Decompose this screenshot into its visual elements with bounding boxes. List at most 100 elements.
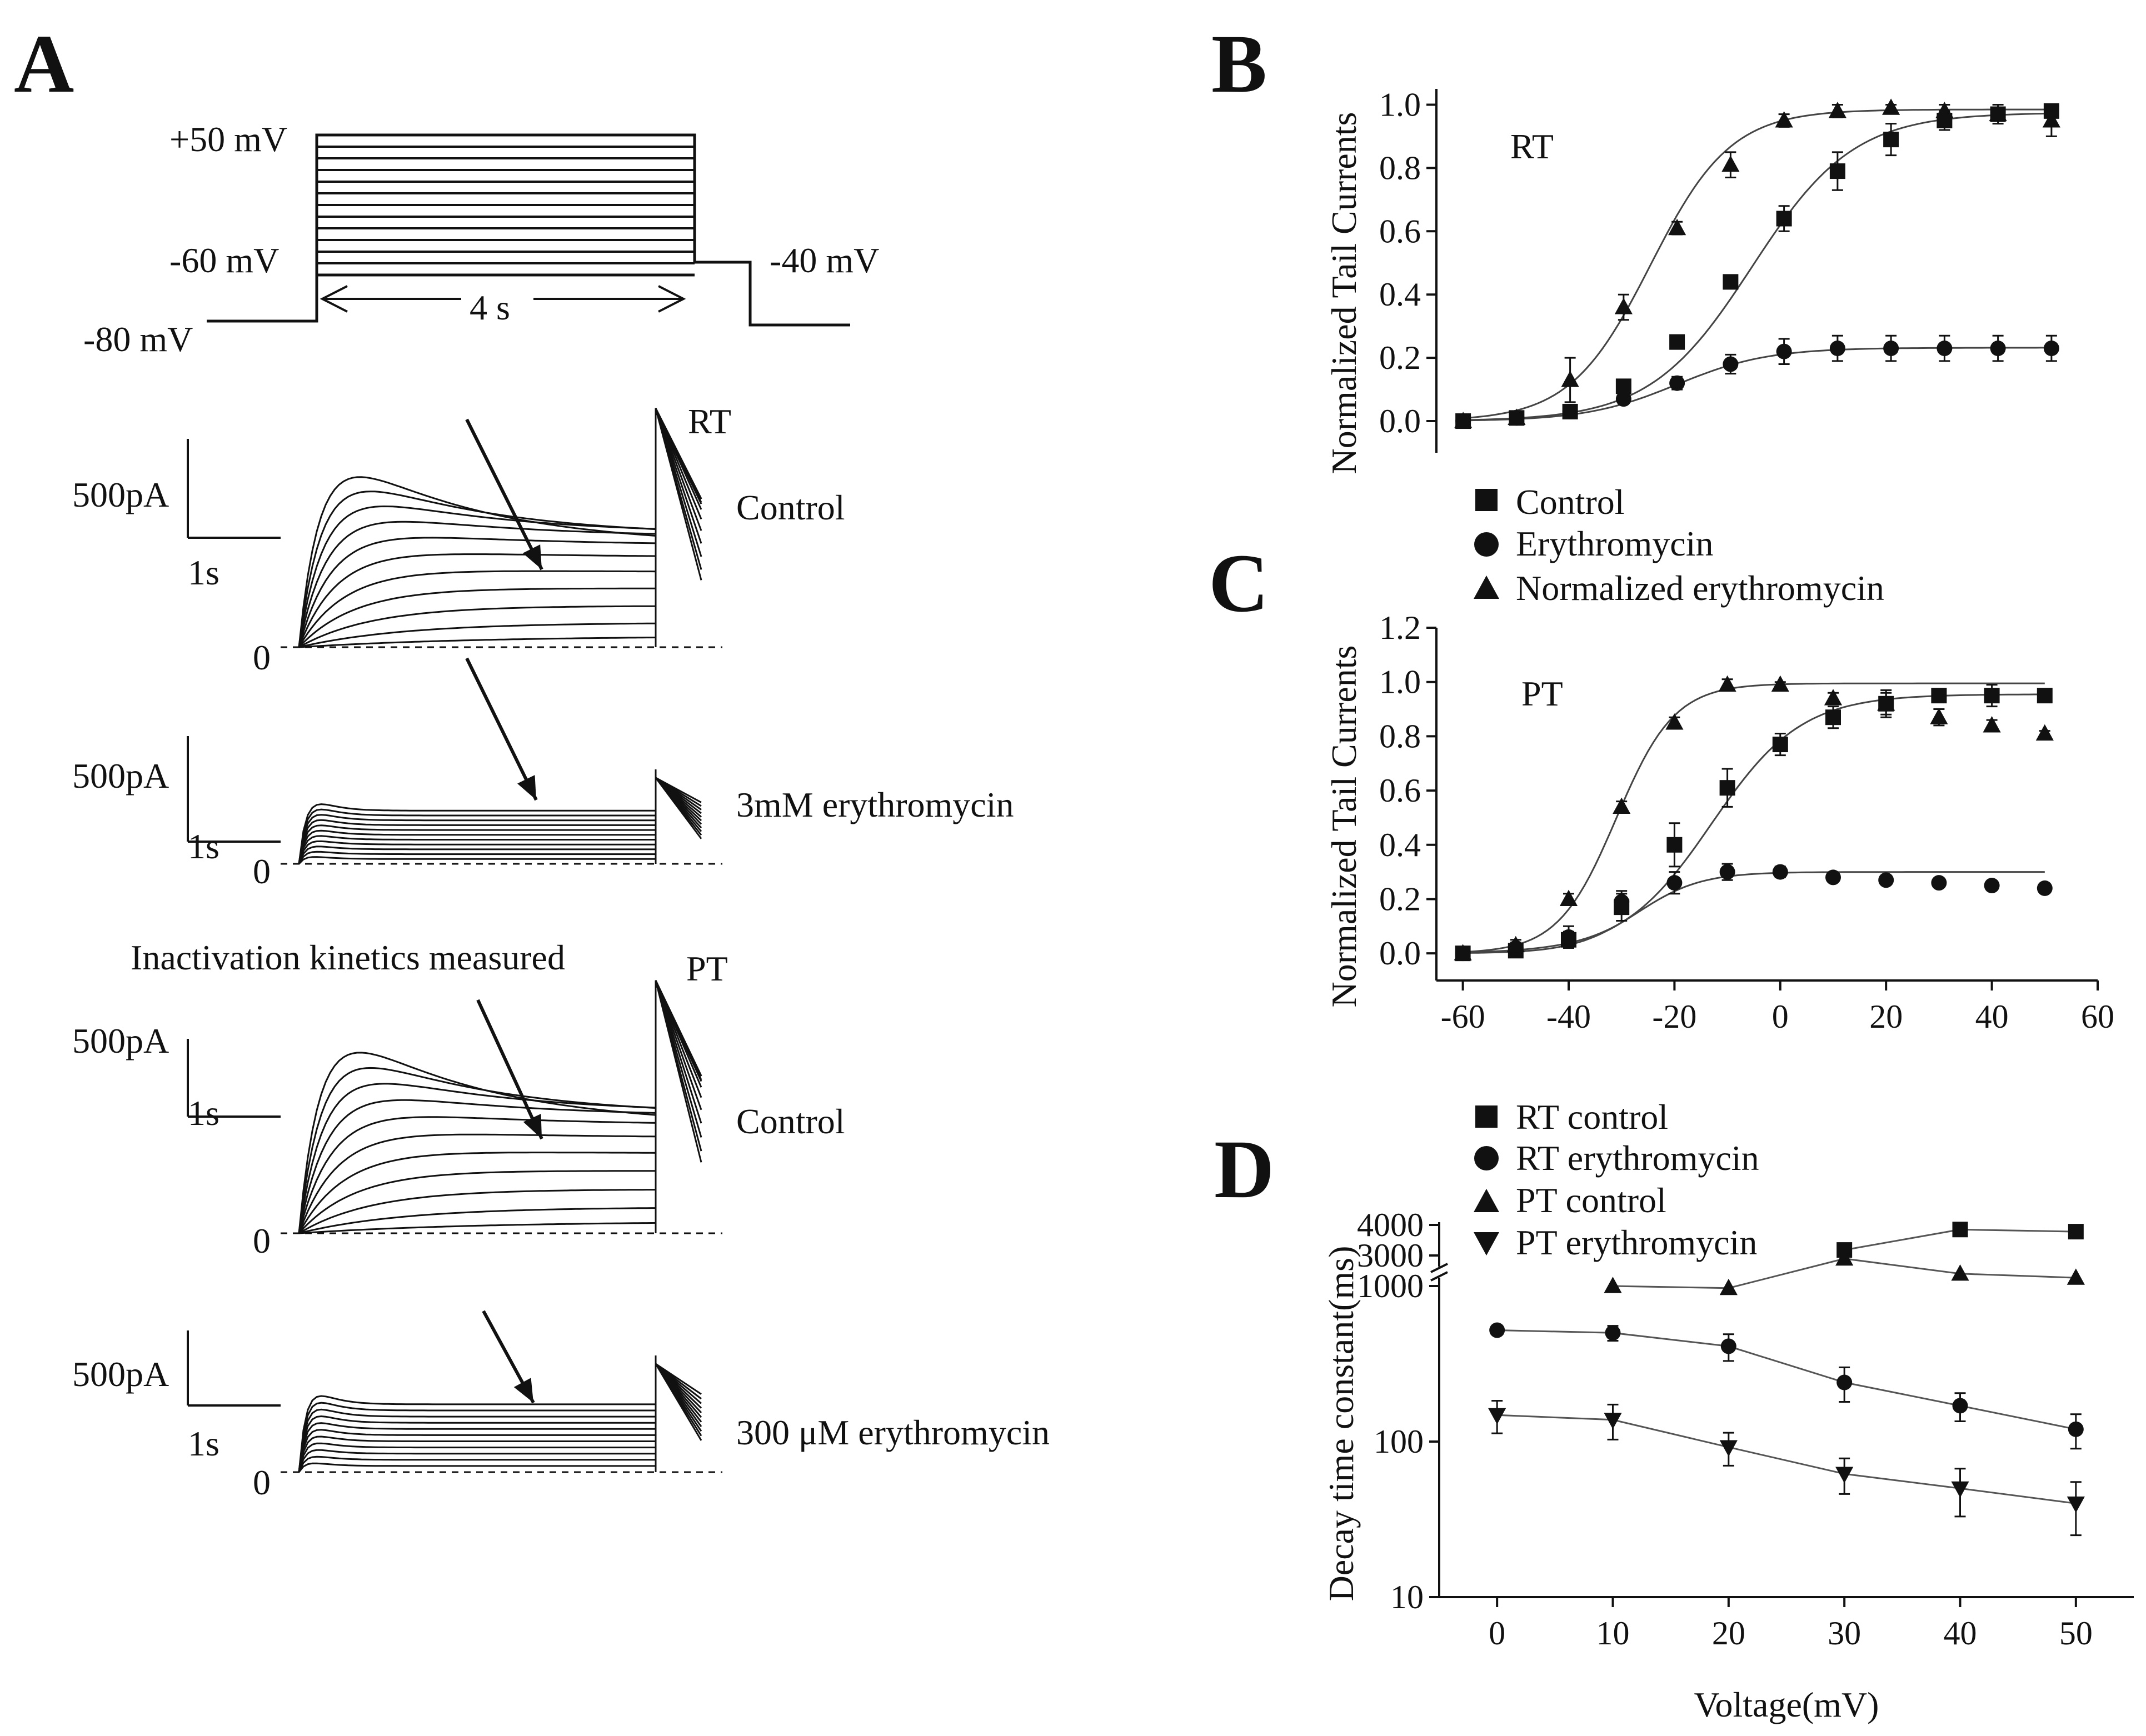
trace-panel-4 xyxy=(187,1310,722,1473)
y-tick-label: 4000 xyxy=(1357,1207,1424,1243)
protocol-holding-line xyxy=(207,133,850,327)
y-tick-label: 0.4 xyxy=(1379,276,1421,313)
current-trace xyxy=(298,1362,702,1473)
inactivation-annotation: Inactivation kinetics measured xyxy=(131,938,565,977)
series-line-rt-erythromycin xyxy=(1497,1329,2077,1430)
current-trace xyxy=(298,980,702,1234)
point-normalized-erythromycin xyxy=(1877,694,1895,711)
point-normalized-erythromycin xyxy=(1775,111,1793,128)
point-pt-erythromycin xyxy=(1604,1413,1622,1429)
point-control xyxy=(1829,163,1845,179)
point-pt-erythromycin xyxy=(1951,1481,1969,1498)
point-erythromycin xyxy=(1931,875,1947,891)
point-normalized-erythromycin xyxy=(1508,408,1526,425)
point-normalized-erythromycin xyxy=(1561,371,1579,387)
trace1-scale-current: 500pA xyxy=(72,475,169,514)
y-tick-label: 1.0 xyxy=(1379,664,1421,701)
current-trace xyxy=(298,1360,702,1473)
point-erythromycin xyxy=(1776,343,1792,359)
point-normalized-erythromycin xyxy=(1882,98,1900,115)
current-trace xyxy=(298,775,702,864)
series-line-pt-erythromycin xyxy=(1497,1414,2076,1504)
legend-d-rt-control: RT control xyxy=(1516,1097,1668,1137)
trace-panel-2 xyxy=(187,657,722,865)
point-pt-control xyxy=(1604,1277,1622,1293)
panel-a: A +50 mV -60 mV -40 mV -80 mV 4 s RT Con… xyxy=(14,18,1050,1502)
trace-panel-1 xyxy=(187,408,722,648)
current-trace xyxy=(298,775,702,864)
current-trace xyxy=(298,980,702,1234)
point-erythromycin xyxy=(1561,929,1576,945)
point-erythromycin xyxy=(1990,341,2006,357)
protocol-label-minus40: -40 mV xyxy=(770,241,879,280)
current-trace xyxy=(298,776,702,864)
fit-curve-control xyxy=(1463,693,2045,953)
panel-d-letter: D xyxy=(1214,1123,1274,1215)
fit-curve-normalized-erythromycin xyxy=(1463,682,2045,953)
x-tick-label: 0 xyxy=(1489,1615,1505,1652)
y-tick-label: 0.6 xyxy=(1379,213,1421,249)
point-rt-erythromycin xyxy=(1720,1338,1736,1354)
point-normalized-erythromycin xyxy=(1506,935,1525,953)
point-erythromycin xyxy=(1937,341,1953,357)
trace2-condition-label: 3mM erythromycin xyxy=(736,785,1014,824)
point-normalized-erythromycin xyxy=(2042,111,2060,128)
kinetics-arrow-head xyxy=(513,1378,533,1403)
x-tick-label: 40 xyxy=(1975,998,2009,1035)
point-normalized-erythromycin xyxy=(1824,689,1843,706)
current-trace xyxy=(298,980,702,1234)
point-rt-erythromycin xyxy=(1952,1398,1968,1414)
y-tick-label: 0.4 xyxy=(1379,827,1421,863)
trace3-scale-time: 1s xyxy=(188,1093,219,1133)
point-erythromycin xyxy=(1723,356,1739,372)
legend-bc-normalized: Normalized erythromycin xyxy=(1516,568,1884,608)
y-tick-label: 3000 xyxy=(1357,1237,1424,1274)
point-normalized-erythromycin xyxy=(1721,155,1740,172)
x-tick-label: 20 xyxy=(1869,998,1903,1035)
point-normalized-erythromycin xyxy=(1614,298,1633,314)
legend-d-circle-marker xyxy=(1474,1146,1499,1170)
y-tick-label: 10 xyxy=(1390,1579,1424,1615)
point-normalized-erythromycin xyxy=(1935,102,1954,118)
current-trace xyxy=(298,408,702,648)
protocol-label-minus60: -60 mV xyxy=(169,241,279,280)
x-tick-label: 40 xyxy=(1944,1615,1977,1652)
legend-bc-circle-marker xyxy=(1474,532,1499,557)
current-trace xyxy=(298,980,702,1234)
panel-b-letter: B xyxy=(1211,18,1267,110)
fit-curve-erythromycin xyxy=(1463,871,2045,954)
chart-c: 0.0 0.2 0.4 0.6 0.8 1.0 1.2 -60 -40 -20 0 20 40 60 Nor… xyxy=(1324,609,2114,1035)
x-tick-label: -60 xyxy=(1441,998,1485,1035)
point-normalized-erythromycin xyxy=(1665,713,1684,730)
point-erythromycin xyxy=(1984,878,2000,894)
legend-d-pt-erythromycin: PT erythromycin xyxy=(1516,1223,1757,1262)
x-tick-label: 10 xyxy=(1596,1615,1630,1652)
point-normalized-erythromycin xyxy=(1771,675,1789,692)
legend-d-pt-control: PT control xyxy=(1516,1180,1666,1220)
point-rt-erythromycin xyxy=(2068,1421,2084,1437)
point-rt-erythromycin xyxy=(1836,1374,1853,1390)
point-control xyxy=(1931,688,1947,704)
current-trace xyxy=(298,776,702,864)
x-tick-label: 50 xyxy=(2059,1615,2093,1652)
point-rt-erythromycin xyxy=(1605,1325,1621,1341)
kinetics-arrow xyxy=(465,657,538,801)
current-trace xyxy=(298,1361,702,1473)
trace4-scale-time: 1s xyxy=(188,1424,219,1463)
point-erythromycin xyxy=(2043,341,2059,357)
y-axis-label: Normalized Tail Currents xyxy=(1324,112,1364,474)
axis-break-mark xyxy=(1430,1263,1448,1273)
trace-panel-3 xyxy=(187,980,722,1234)
point-erythromycin xyxy=(1614,894,1630,910)
x-tick-label: -20 xyxy=(1652,998,1696,1035)
point-control xyxy=(1984,688,2000,704)
duration-label: 4 s xyxy=(470,288,510,327)
current-trace xyxy=(298,775,702,865)
trace1-temp-label: RT xyxy=(688,402,731,441)
point-control xyxy=(1772,737,1788,753)
point-normalized-erythromycin xyxy=(1983,716,2001,733)
y-tick-label: 0.0 xyxy=(1379,403,1421,439)
kinetics-arrow xyxy=(476,999,543,1140)
current-trace xyxy=(298,980,702,1234)
